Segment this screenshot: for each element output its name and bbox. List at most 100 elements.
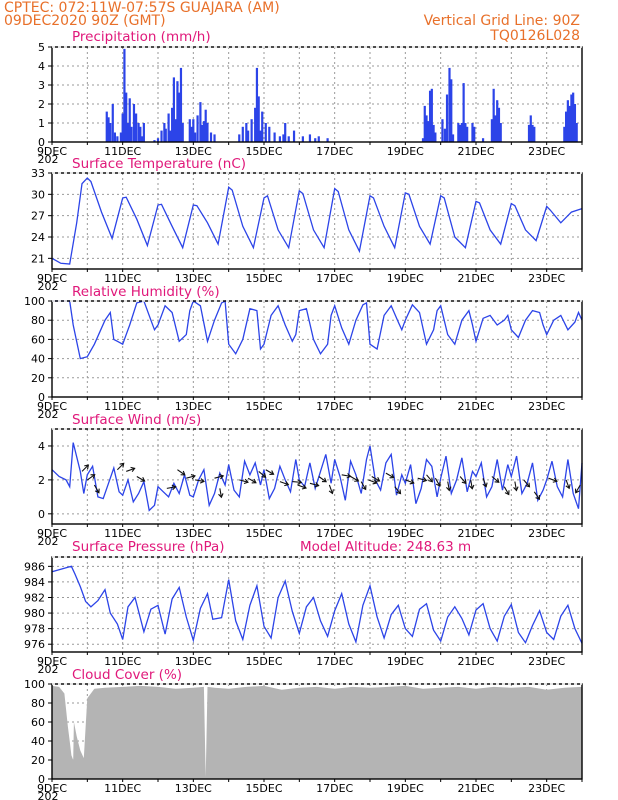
cloud-xtick-label: 21DEC	[457, 782, 494, 795]
precip-bar	[278, 136, 281, 142]
precip-bar	[473, 126, 476, 142]
header-run-time: 09DEC2020 90Z (GMT)	[4, 13, 166, 29]
rh-xtick-label: 23DEC	[528, 400, 565, 413]
wind-arrow-shaft	[292, 481, 302, 483]
precip-bar	[204, 109, 207, 142]
precip-bar	[181, 123, 184, 142]
cloud-xtick-label: 9DEC	[37, 782, 67, 795]
precip-xtick-label: 19DEC	[387, 145, 424, 158]
precip-bar	[238, 134, 241, 142]
precip-bar	[139, 126, 142, 142]
wind-arrow-head	[199, 478, 205, 484]
wind-arrow-head	[361, 485, 367, 491]
precip-xtick-label: 17DEC	[316, 145, 353, 158]
wind-arrow	[292, 479, 303, 485]
temp-ytick-label: 33	[31, 167, 45, 180]
precip-bar	[434, 132, 437, 142]
wind-arrow	[394, 486, 402, 495]
wind-arrow-head	[574, 488, 580, 494]
wind-arrow	[350, 476, 360, 482]
wind-arrow-head	[94, 488, 100, 494]
wind-arrow-head	[494, 478, 500, 483]
wind-arrow	[368, 479, 378, 485]
wind-arrow-head	[435, 481, 441, 487]
precip-bar	[261, 111, 264, 142]
rh-xtick-label: 11DEC	[104, 400, 141, 413]
wind-arrow	[116, 462, 125, 471]
precip-bar	[460, 123, 463, 142]
rh-year-label: 202	[38, 408, 59, 421]
wind-arrow	[81, 464, 90, 472]
wind-arrow-shaft	[417, 477, 427, 482]
wind-arrow-shaft	[219, 488, 222, 498]
precip-bar	[566, 100, 569, 142]
wind-arrow	[318, 476, 327, 483]
wind-arrow-shaft	[239, 479, 249, 483]
precip-bar	[171, 107, 174, 142]
rh-ytick-label: 20	[31, 372, 45, 385]
wind-ytick-label: 2	[38, 474, 45, 487]
wind-arrow-shaft	[368, 479, 377, 484]
wind-arrow-shaft	[426, 474, 433, 483]
pressure-ytick-label: 984	[24, 576, 45, 589]
precip-bar	[199, 102, 202, 142]
wind-arrow-shaft	[447, 481, 450, 491]
wind-arrow-shaft	[405, 479, 414, 484]
wind-arrow-head	[372, 479, 378, 485]
wind-arrow-shaft	[360, 481, 367, 490]
wind-arrow-head	[269, 470, 275, 476]
wind-arrow-shaft	[279, 481, 289, 486]
wind-arrow-head	[422, 477, 428, 483]
rh-xtick-label: 19DEC	[387, 400, 424, 413]
wind-arrow	[279, 480, 290, 487]
precip-bar	[273, 132, 276, 142]
wind-arrow	[214, 474, 225, 480]
cloud-ytick-label: 40	[31, 735, 45, 748]
wind-title: Surface Wind (m/s)	[72, 412, 201, 428]
chart-panels: 0 1 2 3 4 5 9DEC 11DEC 13DEC 15DEC 17DEC 19DEC 21DEC…	[24, 41, 583, 800]
precip-bar	[111, 104, 114, 142]
cloud-ytick-label: 100	[24, 678, 45, 691]
wind-arrow	[523, 479, 531, 488]
precip-bar	[174, 119, 177, 142]
wind-xtick-label: 17DEC	[316, 527, 353, 540]
precip-bar	[490, 119, 493, 142]
wind-panel: 0 2 4 9DEC 11DEC 13DEC 15DEC 17DEC 19DEC 21DEC 23D…	[37, 428, 583, 548]
rh-series-line	[52, 299, 583, 360]
wind-arrow	[405, 479, 415, 485]
wind-arrow	[565, 479, 571, 490]
cloud-xtick-label: 23DEC	[528, 782, 565, 795]
precip-bar	[119, 132, 122, 142]
wind-arrow-shaft	[93, 484, 100, 494]
precip-bar	[443, 128, 447, 142]
wind-arrow-head	[251, 478, 257, 484]
precip-bar	[427, 121, 430, 142]
wind-arrow-shaft	[491, 476, 500, 483]
wind-arrow	[385, 472, 395, 479]
rh-ytick-label: 80	[31, 314, 45, 327]
wind-arrow-head	[389, 473, 395, 479]
wind-arrow-head	[284, 480, 290, 487]
wind-arrow-head	[321, 477, 327, 483]
precip-bar	[459, 124, 462, 142]
precip-bar	[284, 123, 287, 142]
precip-bar	[496, 100, 499, 142]
pressure-xtick-label: 15DEC	[245, 655, 282, 668]
pressure-title: Surface Pressure (hPa)	[72, 539, 225, 555]
cloud-xtick-label: 17DEC	[316, 782, 353, 795]
wind-arrow	[309, 482, 320, 488]
wind-xtick-label: 15DEC	[245, 527, 282, 540]
precip-bar	[247, 130, 250, 142]
wind-arrow	[195, 478, 205, 484]
precip-bar	[531, 124, 534, 142]
wind-arrow	[166, 484, 177, 491]
wind-xtick-label: 13DEC	[175, 527, 212, 540]
cloud-xtick-label: 11DEC	[104, 782, 141, 795]
header-grid-note: Vertical Grid Line: 90Z	[424, 13, 580, 29]
wind-arrow-head	[525, 482, 531, 488]
precip-bar	[287, 136, 290, 142]
header-model-id: TQ0126L028	[489, 28, 580, 44]
cloud-ytick-label: 80	[31, 697, 45, 710]
precip-bar	[326, 138, 329, 142]
precip-bar	[121, 113, 124, 142]
